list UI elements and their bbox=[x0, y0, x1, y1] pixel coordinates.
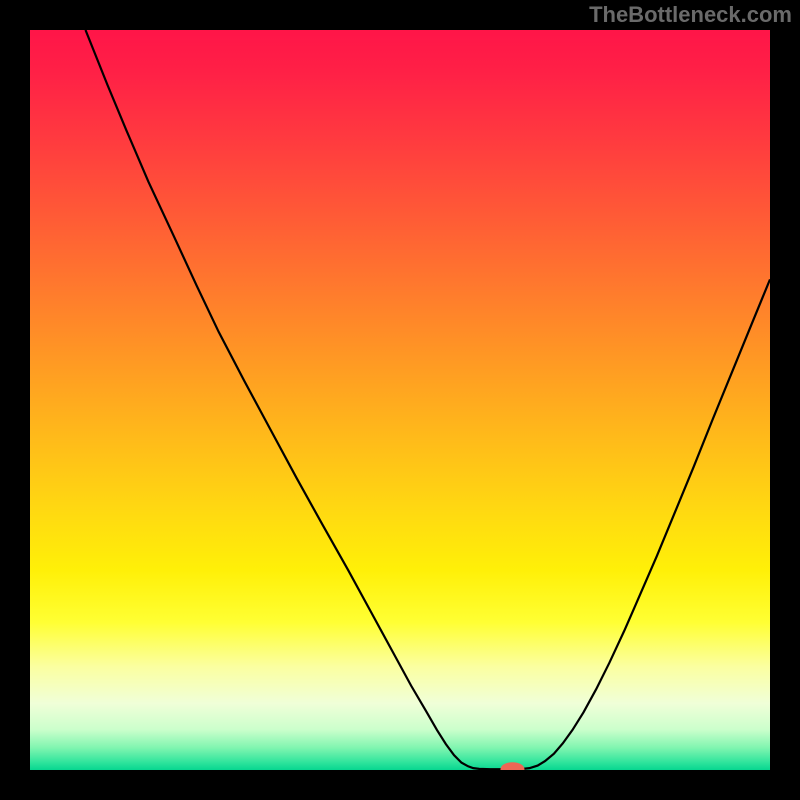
watermark-text: TheBottleneck.com bbox=[589, 2, 792, 28]
bottleneck-chart bbox=[30, 30, 770, 770]
chart-svg bbox=[30, 30, 770, 770]
chart-background bbox=[30, 30, 770, 770]
